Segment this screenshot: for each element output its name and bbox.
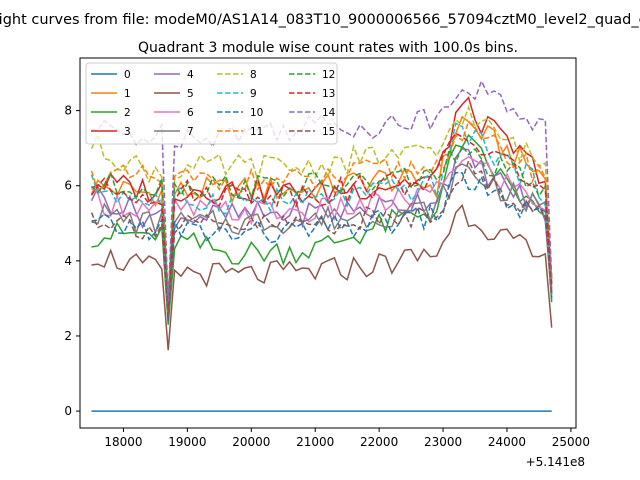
axes-frame: [79, 57, 577, 429]
figure-suptitle: Plotting light curves from file: modeM0/…: [0, 12, 640, 28]
legend-label-10: 10: [250, 107, 263, 119]
axes-title: Quadrant 3 module wise count rates with …: [138, 40, 518, 56]
legend-label-5: 5: [187, 88, 194, 100]
series-layer: [90, 79, 553, 412]
y-tick-label: 0: [64, 404, 72, 418]
legend-label-3: 3: [124, 126, 131, 138]
legend-label-0: 0: [124, 69, 131, 81]
x-axis: 18000 19000 20000 21000 22000 23000 24000 25000: [104, 428, 590, 449]
y-tick-label: 4: [64, 254, 72, 268]
legend-label-12: 12: [322, 69, 335, 81]
y-tick-label: 2: [64, 329, 72, 343]
x-offset-label: +5.141e8: [526, 455, 585, 469]
legend-box: [85, 62, 338, 145]
legend-label-7: 7: [187, 126, 194, 138]
legend-label-2: 2: [124, 107, 131, 119]
legend-label-15: 15: [322, 126, 335, 138]
legend-label-14: 14: [322, 107, 336, 119]
x-tick-label: 19000: [168, 435, 206, 449]
series-line-5: [91, 203, 553, 351]
x-tick-label: 23000: [424, 435, 462, 449]
legend-label-4: 4: [187, 69, 194, 81]
legend-label-6: 6: [187, 107, 194, 119]
series-line-2: [91, 133, 553, 325]
x-tick-label: 25000: [552, 435, 590, 449]
legend-label-9: 9: [250, 88, 257, 100]
series-line-13: [90, 132, 553, 310]
x-tick-label: 20000: [232, 435, 270, 449]
x-tick-label: 24000: [488, 435, 526, 449]
series-line-12: [90, 144, 553, 306]
x-tick-label: 18000: [104, 435, 142, 449]
y-tick-label: 6: [64, 179, 72, 193]
legend-label-8: 8: [250, 69, 257, 81]
series-line-15: [90, 159, 553, 318]
x-tick-label: 21000: [296, 435, 334, 449]
y-axis: 0 2 4 6 8: [64, 104, 80, 418]
x-tick-label: 22000: [360, 435, 398, 449]
legend-label-11: 11: [250, 126, 263, 138]
legend-label-13: 13: [322, 88, 335, 100]
legend-label-1: 1: [124, 88, 131, 100]
y-tick-label: 8: [64, 104, 72, 118]
series-line-14: [91, 79, 553, 303]
